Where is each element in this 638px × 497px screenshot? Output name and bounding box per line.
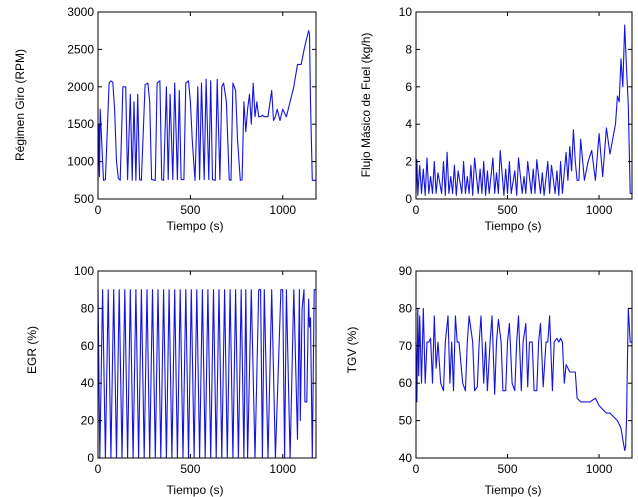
series-line xyxy=(97,289,316,459)
plot-frame xyxy=(415,11,633,200)
y-tick-label: 1000 xyxy=(67,155,94,169)
ylabel: EGR (%) xyxy=(25,326,39,374)
xlabel: Tiempo (s) xyxy=(167,483,224,497)
y-tick-label: 10 xyxy=(399,5,413,19)
plot-frame xyxy=(97,270,317,459)
x-tick-label: 1000 xyxy=(586,462,613,476)
y-tick-label: 70 xyxy=(399,339,413,353)
y-tick-label: 60 xyxy=(399,376,413,390)
panel-rpm: Régimen Giro (RPM) Tiempo (s) 0 500 100050… xyxy=(13,5,317,233)
y-tick-label: 500 xyxy=(74,192,94,206)
y-tick-label: 3000 xyxy=(67,5,94,19)
y-tick-label: 2500 xyxy=(67,42,94,56)
x-tick-label: 1000 xyxy=(586,203,613,217)
plot-frame xyxy=(415,270,633,459)
xlabel: Tiempo (s) xyxy=(485,219,542,233)
x-tick-label: 1000 xyxy=(269,462,296,476)
x-tick-label: 500 xyxy=(180,203,200,217)
panel-fuel: Flujo Másico de Fuel (kg/h) Tiempo (s) 0… xyxy=(359,5,633,233)
x-tick-label: 0 xyxy=(95,203,102,217)
x-tick-label: 500 xyxy=(180,462,200,476)
y-tick-label: 1500 xyxy=(67,117,94,131)
series-line xyxy=(415,307,632,452)
ylabel: Régimen Giro (RPM) xyxy=(13,49,27,161)
y-tick-label: 8 xyxy=(405,42,412,56)
y-tick-label: 90 xyxy=(399,264,413,278)
ylabel: Flujo Másico de Fuel (kg/h) xyxy=(359,33,373,178)
y-tick-label: 80 xyxy=(399,301,413,315)
series-line xyxy=(97,30,316,181)
y-tick-label: 20 xyxy=(81,414,95,428)
y-tick-label: 4 xyxy=(405,117,412,131)
xlabel: Tiempo (s) xyxy=(485,483,542,497)
panel-tgv: TGV (%) Tiempo (s) 0 500 1000 40 50 60 70 80 90 xyxy=(345,264,633,497)
y-tick-label: 50 xyxy=(399,414,413,428)
y-tick-label: 0 xyxy=(405,192,412,206)
x-tick-label: 0 xyxy=(413,203,420,217)
y-tick-label: 6 xyxy=(405,80,412,94)
y-tick-label: 80 xyxy=(81,301,95,315)
ylabel: TGV (%) xyxy=(345,327,359,374)
y-tick-label: 0 xyxy=(87,451,94,465)
x-tick-label: 500 xyxy=(498,203,518,217)
x-tick-label: 0 xyxy=(413,462,420,476)
y-tick-label: 40 xyxy=(399,451,413,465)
series-line xyxy=(415,24,632,196)
x-tick-label: 500 xyxy=(498,462,518,476)
x-tick-label: 0 xyxy=(95,462,102,476)
y-tick-label: 2000 xyxy=(67,80,94,94)
y-tick-label: 60 xyxy=(81,339,95,353)
y-tick-label: 40 xyxy=(81,376,95,390)
y-tick-label: 2 xyxy=(405,155,412,169)
y-tick-label: 100 xyxy=(74,264,94,278)
plot-frame xyxy=(97,11,317,200)
x-tick-label: 1000 xyxy=(269,203,296,217)
panel-egr: EGR (%) Tiempo (s) 0 500 1000 0 20 40 60 80 100 xyxy=(25,264,317,497)
xlabel: Tiempo (s) xyxy=(167,219,224,233)
